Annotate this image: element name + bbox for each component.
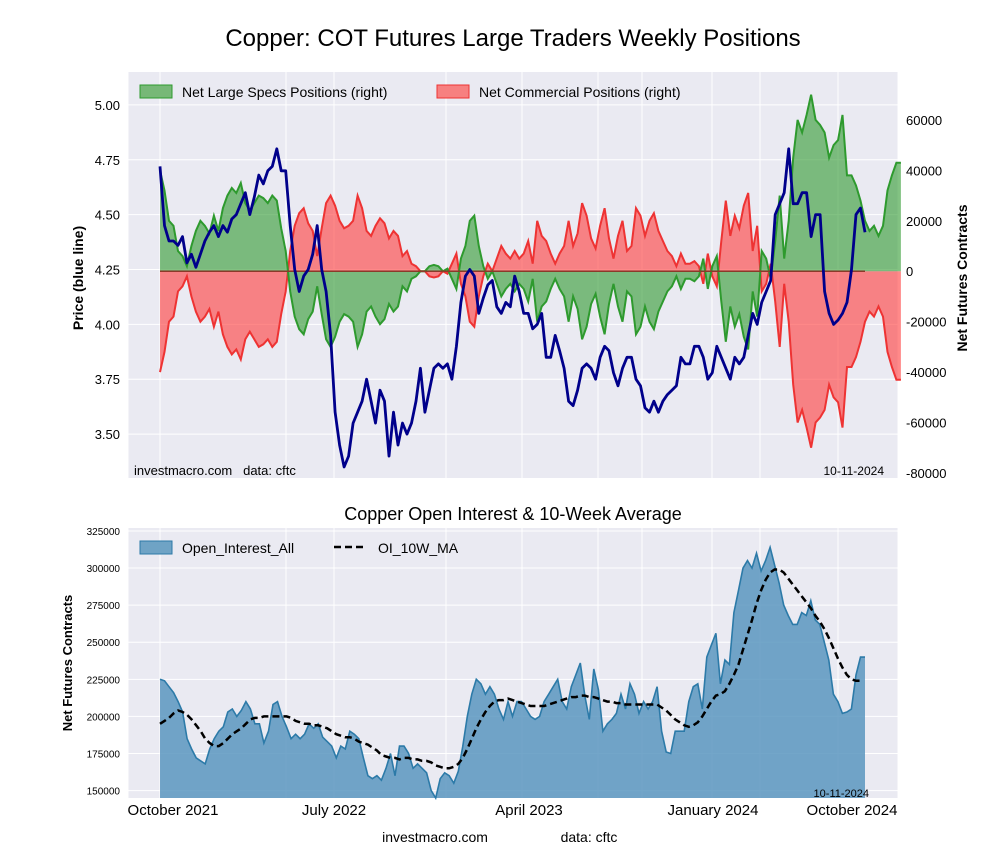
- top-right-tick-label: -40000: [906, 365, 946, 380]
- top-right-axis-label: Net Futures Contracts: [954, 204, 970, 351]
- top-right-tick-label: -80000: [906, 466, 946, 481]
- x-tick-label: January 2024: [668, 802, 759, 819]
- top-left-tick-label: 3.75: [95, 372, 120, 387]
- ma-10w-line: [159, 568, 861, 770]
- x-tick-label: October 2024: [807, 802, 898, 819]
- top-date-label: 10-11-2024: [824, 464, 885, 478]
- top-right-tick-label: -20000: [906, 315, 946, 330]
- top-left-tick-label: 4.00: [95, 317, 120, 332]
- bottom-chart-axes: 150000 175000 200000 225000 250000 275000 3000…: [87, 527, 898, 819]
- specs-line: [159, 94, 901, 351]
- legend-label-specs: Net Large Specs Positions (right): [182, 84, 387, 100]
- open-interest-area: [160, 547, 865, 798]
- page-title: Copper: COT Futures Large Traders Weekly…: [225, 25, 800, 52]
- specs-area: [160, 94, 901, 350]
- x-tick-label: July 2022: [302, 802, 366, 819]
- legend-label-ma: OI_10W_MA: [378, 540, 459, 556]
- top-right-tick-label: 0: [906, 264, 913, 279]
- bottom-tick-label: 150000: [87, 787, 121, 798]
- top-chart-axes: 3.50 3.75 4.00 4.25 4.50 4.75 5.00 -80000 -60000…: [95, 98, 947, 481]
- top-left-tick-label: 5.00: [95, 98, 120, 113]
- top-right-tick-label: 20000: [906, 214, 942, 229]
- legend-swatch-specs: [139, 84, 173, 99]
- bottom-tick-label: 175000: [87, 749, 121, 760]
- top-right-tick-label: 40000: [906, 163, 942, 178]
- bottom-tick-label: 325000: [87, 527, 121, 538]
- bottom-legend: Open_Interest_All OI_10W_MA: [139, 540, 459, 556]
- top-left-tick-label: 4.75: [95, 153, 120, 168]
- x-tick-label: October 2021: [128, 802, 219, 819]
- bottom-chart-series: [159, 544, 865, 801]
- legend-label-commercial: Net Commercial Positions (right): [479, 84, 681, 100]
- bottom-tick-label: 250000: [87, 638, 121, 649]
- bottom-tick-label: 300000: [87, 564, 121, 575]
- top-left-tick-label: 3.50: [95, 427, 120, 442]
- top-left-tick-label: 4.50: [95, 208, 120, 223]
- commercial-line: [159, 191, 901, 448]
- bottom-chart-title: Copper Open Interest & 10-Week Average: [344, 504, 682, 524]
- top-left-axis-label: Price (blue line): [70, 226, 86, 330]
- legend-swatch-open-interest: [139, 540, 173, 555]
- legend-swatch-commercial: [436, 84, 470, 99]
- footer-source: data: cftc: [561, 829, 618, 845]
- bottom-tick-label: 225000: [87, 675, 121, 686]
- bottom-axis-label: Net Futures Contracts: [60, 595, 75, 732]
- footer-site: investmacro.com: [382, 829, 488, 845]
- top-left-tick-label: 4.25: [95, 263, 120, 278]
- open-interest-line: [159, 544, 865, 801]
- commercial-area: [160, 193, 901, 448]
- price-line: [158, 147, 867, 469]
- top-right-tick-label: 60000: [906, 113, 942, 128]
- top-legend: Net Large Specs Positions (right) Net Co…: [139, 84, 681, 100]
- bottom-tick-label: 200000: [87, 712, 121, 723]
- top-watermark: investmacro.com data: cftc: [134, 463, 296, 478]
- x-tick-label: April 2023: [495, 802, 563, 819]
- bottom-tick-label: 275000: [87, 601, 121, 612]
- top-right-tick-label: -60000: [906, 416, 946, 431]
- legend-label-open-interest: Open_Interest_All: [182, 540, 294, 556]
- bottom-date-label: 10-11-2024: [814, 788, 869, 800]
- top-chart-series: [158, 94, 901, 469]
